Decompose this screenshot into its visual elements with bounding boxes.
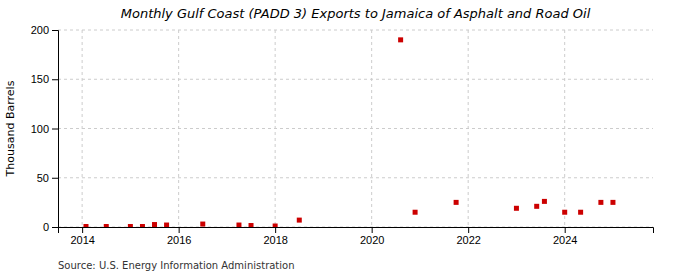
point: [534, 204, 539, 209]
tick: 150: [31, 73, 58, 85]
tick-mark: [52, 227, 58, 228]
tick-mark: [275, 227, 276, 233]
title: Monthly Gulf Coast (PADD 3) Exports to J…: [121, 6, 591, 21]
point: [273, 224, 278, 227]
x-axis: 2014 2016 2018 2020 2022 2024: [59, 227, 654, 246]
grid-line: [468, 30, 469, 227]
point: [398, 37, 403, 42]
axis-line: [59, 228, 654, 234]
tick-label: 2024: [553, 234, 577, 246]
point: [514, 206, 519, 211]
point: [104, 224, 109, 227]
point: [598, 200, 603, 205]
tick-label: 50: [37, 172, 49, 184]
y-axis-title: Thousand Barrels: [4, 80, 17, 177]
grid-line: [58, 177, 653, 178]
tick-label: 2014: [70, 234, 94, 246]
tick-label: 100: [31, 123, 49, 135]
point: [200, 222, 205, 227]
point: [164, 223, 169, 227]
tick: 2022: [456, 227, 480, 246]
point: [454, 200, 459, 205]
grid-line: [58, 79, 653, 80]
point: [578, 210, 583, 215]
grid-line: [564, 30, 565, 227]
tick: 100: [31, 123, 58, 135]
tick: 0: [43, 221, 58, 233]
annotation: Source: U.S. Energy Information Administ…: [58, 260, 295, 271]
point: [236, 223, 241, 227]
grid-line: [275, 30, 276, 227]
grid-line: [82, 30, 83, 227]
point: [413, 210, 418, 215]
y-axis: 0 50 100 150 200: [31, 24, 59, 233]
chart: 2014 2016 2018 2020 2022 2024 0 50 100 150 200 Mont…: [0, 0, 675, 275]
point: [297, 218, 302, 223]
tick-mark: [468, 227, 469, 233]
tick-mark: [82, 227, 83, 233]
grid: [58, 30, 653, 227]
tick: 2016: [167, 227, 191, 246]
point: [128, 224, 133, 227]
tick-mark: [52, 129, 58, 130]
point: [562, 210, 567, 215]
tick-mark: [52, 178, 58, 179]
tick-mark: [179, 227, 180, 233]
tick-label: 2018: [263, 234, 287, 246]
point: [542, 199, 547, 204]
plot: 2014 2016 2018 2020 2022 2024 0 50 100 150 200: [31, 24, 654, 246]
point: [140, 224, 145, 227]
tick-mark: [565, 227, 566, 233]
tick: 2020: [360, 227, 384, 246]
axis-line: [52, 31, 59, 228]
grid-line: [58, 30, 653, 31]
grid-line: [58, 128, 653, 129]
tick: 2024: [553, 227, 577, 246]
point: [249, 223, 254, 227]
tick: 2018: [263, 227, 287, 246]
point: [83, 224, 88, 227]
tick-label: 150: [31, 73, 49, 85]
tick-label: 2020: [360, 234, 384, 246]
tick-label: 200: [31, 24, 49, 36]
point: [610, 200, 615, 205]
grid-line: [178, 30, 179, 227]
tick: 2014: [70, 227, 94, 246]
points: [83, 37, 615, 227]
tick: 200: [31, 24, 58, 36]
tick-mark: [52, 30, 58, 31]
grid-line: [371, 30, 372, 227]
point: [152, 222, 157, 227]
tick-label: 2022: [456, 234, 480, 246]
tick-label: 0: [43, 221, 49, 233]
tick: 50: [37, 172, 58, 184]
tick-mark: [52, 79, 58, 80]
tick-label: 2016: [167, 234, 191, 246]
tick-mark: [372, 227, 373, 233]
